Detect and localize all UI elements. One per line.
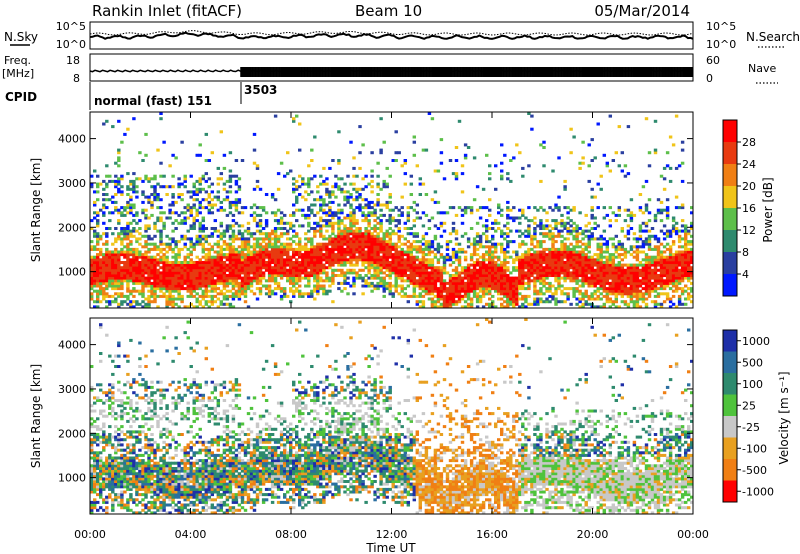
velocity-ylabel: Slant Range [km]	[29, 364, 43, 468]
noise-sky-line	[89, 31, 694, 40]
station-title: Rankin Inlet (fitACF)	[92, 2, 242, 20]
colorbar-swatch	[723, 330, 737, 352]
colorbar-swatch	[723, 274, 737, 297]
frequency-panel: Freq. [MHz] 18 8 60 0 Nave	[2, 53, 778, 85]
colorbar-tick: 500	[742, 356, 763, 369]
ytick-label: 3000	[58, 177, 86, 190]
colorbar-tick: 28	[742, 136, 756, 149]
colorbar-tick: 8	[742, 246, 749, 259]
xtick-label: 00:00	[74, 528, 106, 541]
cpid-segment-1: normal (fast) 151	[94, 94, 212, 108]
velocity-xticks: 00:00 04:00 08:00 12:00 16:00 20:00 00:00	[74, 318, 709, 541]
xtick-label: 04:00	[175, 528, 207, 541]
ytick-label: 4000	[58, 339, 86, 352]
xtick-label: 12:00	[376, 528, 408, 541]
colorbar-tick: 1000	[742, 335, 770, 348]
noise-left-tick-bottom: 10^0	[56, 38, 86, 51]
power-panel: 1000 2000 3000 4000 Slant Range [km] 4 8 12 16…	[29, 111, 775, 309]
colorbar-swatch	[723, 394, 737, 417]
ytick-label: 2000	[58, 427, 86, 440]
colorbar-tick: -100	[742, 442, 767, 455]
xtick-label: 20:00	[577, 528, 609, 541]
colorbar-tick: 4	[742, 268, 749, 281]
power-yticks: 1000 2000 3000 4000	[58, 133, 693, 279]
freq-label-2: [MHz]	[2, 67, 34, 80]
colorbar-tick: 25	[742, 399, 756, 412]
colorbar-swatch	[723, 142, 737, 165]
velocity-heatmap-cells	[90, 318, 694, 515]
ytick-label: 4000	[58, 133, 86, 146]
colorbar-tick: -500	[742, 464, 767, 477]
date-title: 05/Mar/2014	[594, 2, 690, 20]
velocity-panel: 1000 2000 3000 4000 00:00 04:00 08:00 12:00 16:…	[29, 317, 791, 554]
cpid-label: CPID	[5, 90, 37, 104]
colorbar-swatch	[723, 373, 737, 395]
power-xtick-marks	[89, 112, 694, 308]
noise-left-tick-top: 10^5	[56, 20, 86, 33]
noise-right-tick-top: 10^5	[706, 20, 736, 33]
noise-right-tick-bottom: 10^0	[706, 38, 736, 51]
colorbar-swatch	[723, 437, 737, 460]
colorbar-tick: 20	[742, 180, 756, 193]
cpid-segment-2: 3503	[244, 83, 277, 97]
noise-search-line	[89, 30, 694, 36]
ytick-label: 1000	[58, 472, 86, 485]
colorbar-tick: 16	[742, 202, 756, 215]
colorbar-swatch	[723, 252, 737, 275]
xtick-label: 16:00	[476, 528, 508, 541]
colorbar-swatch	[723, 459, 737, 481]
power-colorbar: 4 8 12 16 20 24 28	[722, 119, 756, 297]
velocity-colorbar-label: Velocity [m s⁻¹]	[777, 371, 791, 464]
colorbar-swatch	[723, 164, 737, 187]
freq-label-1: Freq.	[4, 54, 31, 67]
colorbar-swatch	[723, 351, 737, 374]
freq-left-tick-top: 18	[66, 54, 80, 67]
ytick-label: 2000	[58, 221, 86, 234]
cpid-panel: CPID normal (fast) 151 3503	[5, 82, 277, 110]
colorbar-swatch	[723, 120, 737, 143]
noise-panel: N.Sky 10^5 10^0 10^5 10^0 N.Search	[4, 20, 800, 51]
power-heatmap-cells	[90, 112, 694, 309]
ytick-label: 3000	[58, 383, 86, 396]
freq-left-tick-bottom: 8	[73, 72, 80, 85]
colorbar-tick: -1000	[742, 485, 774, 498]
freq-right-tick-bottom: 0	[706, 72, 713, 85]
colorbar-tick: 12	[742, 224, 756, 237]
beam-title: Beam 10	[355, 2, 422, 20]
colorbar-swatch	[723, 230, 737, 253]
colorbar-tick: -25	[742, 421, 760, 434]
x-axis-label: Time UT	[365, 541, 416, 554]
power-ylabel: Slant Range [km]	[29, 158, 43, 262]
power-colorbar-label: Power [dB]	[761, 177, 775, 242]
colorbar-tick: 100	[742, 378, 763, 391]
nave-bars	[240, 67, 693, 77]
nave-label: Nave	[748, 62, 776, 75]
noise-left-label: N.Sky	[4, 30, 38, 44]
colorbar-swatch	[723, 208, 737, 231]
xtick-label: 00:00	[677, 528, 709, 541]
colorbar-swatch	[723, 416, 737, 438]
xtick-label: 08:00	[275, 528, 307, 541]
colorbar-swatch	[723, 186, 737, 209]
velocity-yticks: 1000 2000 3000 4000	[58, 339, 693, 485]
noise-right-label: N.Search	[746, 30, 800, 44]
velocity-colorbar: 1000 500 100 25 -25 -100 -500 -1000	[722, 329, 774, 503]
freq-right-tick-top: 60	[706, 54, 720, 67]
colorbar-tick: 24	[742, 158, 756, 171]
colorbar-swatch	[723, 480, 737, 503]
ytick-label: 1000	[58, 266, 86, 279]
